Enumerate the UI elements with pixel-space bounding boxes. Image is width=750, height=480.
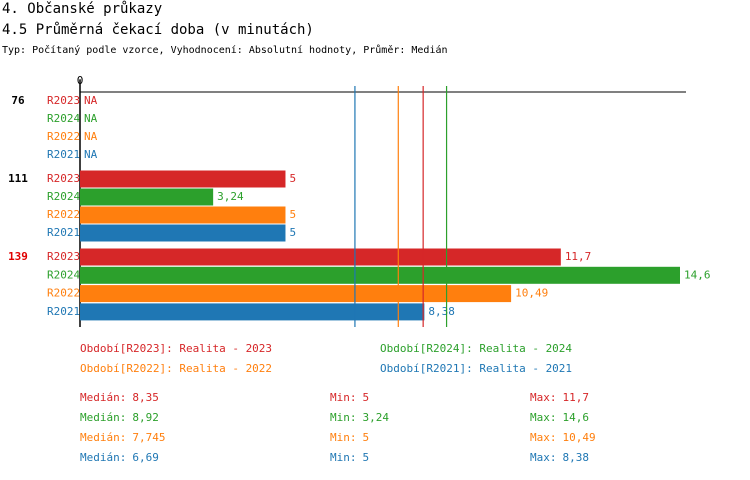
value-label: NA bbox=[84, 130, 98, 143]
value-label: 10,49 bbox=[515, 287, 548, 300]
stat-max: Max: 8,38 bbox=[530, 451, 589, 464]
value-label: 5 bbox=[289, 226, 296, 239]
value-label: NA bbox=[84, 112, 98, 125]
stat-name: Min: bbox=[330, 431, 357, 444]
stat-value: 8,92 bbox=[132, 411, 159, 424]
x-tick-label: 0 bbox=[77, 74, 84, 87]
stat-name: Min: bbox=[330, 391, 357, 404]
stat-value: 10,49 bbox=[563, 431, 596, 444]
stat-max: Max: 10,49 bbox=[530, 431, 596, 444]
stat-value: 3,24 bbox=[363, 411, 390, 424]
value-label: 5 bbox=[289, 172, 296, 185]
value-label: 8,38 bbox=[428, 305, 455, 318]
value-label: 5 bbox=[289, 208, 296, 221]
stat-name: Max: bbox=[530, 431, 557, 444]
series-label: R2021 bbox=[47, 148, 80, 161]
series-label: R2022 bbox=[47, 287, 80, 300]
series-label: R2024 bbox=[47, 268, 80, 281]
value-label: 14,6 bbox=[684, 268, 711, 281]
legend-entry: Období[R2023]: Realita - 2023 bbox=[80, 342, 272, 355]
legend-entry: Období[R2021]: Realita - 2021 bbox=[380, 362, 572, 375]
category-label: 111 bbox=[8, 172, 28, 185]
value-label: NA bbox=[84, 148, 98, 161]
stat-value: 8,35 bbox=[132, 391, 159, 404]
stat-value: 5 bbox=[363, 451, 370, 464]
stat-value: 8,38 bbox=[563, 451, 590, 464]
series-label: R2023 bbox=[47, 94, 80, 107]
chart-subtitle: 4.5 Průměrná čekací doba (v minutách) bbox=[2, 22, 314, 38]
series-label: R2021 bbox=[47, 305, 80, 318]
series-label: R2023 bbox=[47, 172, 80, 185]
stat-name: Max: bbox=[530, 391, 557, 404]
series-label: R2021 bbox=[47, 226, 80, 239]
stat-value: 5 bbox=[363, 431, 370, 444]
bar bbox=[80, 188, 214, 206]
series-label: R2022 bbox=[47, 130, 80, 143]
bar bbox=[80, 206, 286, 224]
bar bbox=[80, 248, 561, 266]
series-label: R2023 bbox=[47, 250, 80, 263]
legend-entry: Období[R2024]: Realita - 2024 bbox=[380, 342, 572, 355]
stat-value: 11,7 bbox=[563, 391, 590, 404]
stat-median: Medián: 8,35 bbox=[80, 391, 159, 404]
stat-name: Min: bbox=[330, 411, 357, 424]
stat-value: 14,6 bbox=[563, 411, 590, 424]
stat-min: Min: 5 bbox=[330, 431, 369, 444]
stat-max: Max: 11,7 bbox=[530, 391, 589, 404]
stat-min: Min: 5 bbox=[330, 451, 369, 464]
stat-name: Min: bbox=[330, 451, 357, 464]
value-label: 3,24 bbox=[217, 190, 244, 203]
stat-name: Max: bbox=[530, 411, 557, 424]
legend-entry: Období[R2022]: Realita - 2022 bbox=[80, 362, 272, 375]
stat-median: Medián: 6,69 bbox=[80, 451, 159, 464]
category-label: 76 bbox=[11, 94, 25, 107]
stat-name: Medián: bbox=[80, 431, 126, 444]
bar bbox=[80, 285, 512, 303]
stat-name: Max: bbox=[530, 451, 557, 464]
series-label: R2024 bbox=[47, 190, 80, 203]
bar bbox=[80, 266, 680, 284]
stat-median: Medián: 8,92 bbox=[80, 411, 159, 424]
chart-title: 4. Občanské průkazy bbox=[2, 1, 162, 17]
stat-min: Min: 3,24 bbox=[330, 411, 389, 424]
stat-median: Medián: 7,745 bbox=[80, 431, 165, 444]
stat-min: Min: 5 bbox=[330, 391, 369, 404]
stat-value: 5 bbox=[363, 391, 370, 404]
stat-value: 6,69 bbox=[132, 451, 159, 464]
chart-note: Typ: Počítaný podle vzorce, Vyhodnocení:… bbox=[2, 44, 448, 56]
value-label: 11,7 bbox=[565, 250, 592, 263]
category-label: 139 bbox=[8, 250, 28, 263]
series-label: R2024 bbox=[47, 112, 80, 125]
stat-max: Max: 14,6 bbox=[530, 411, 589, 424]
bar bbox=[80, 170, 286, 188]
bar bbox=[80, 303, 425, 321]
stat-name: Medián: bbox=[80, 391, 126, 404]
stat-name: Medián: bbox=[80, 451, 126, 464]
bar bbox=[80, 224, 286, 242]
value-label: NA bbox=[84, 94, 98, 107]
series-label: R2022 bbox=[47, 208, 80, 221]
stat-name: Medián: bbox=[80, 411, 126, 424]
stat-value: 7,745 bbox=[132, 431, 165, 444]
